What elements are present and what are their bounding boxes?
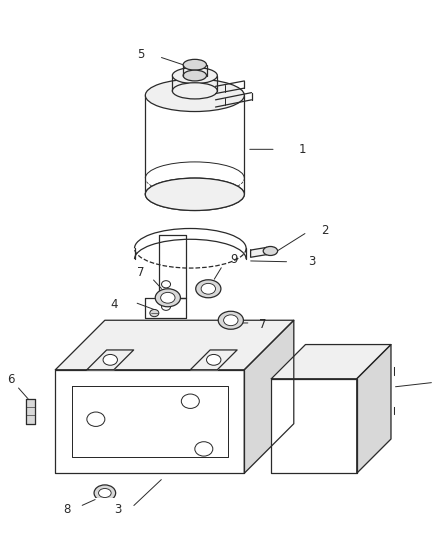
Polygon shape (55, 320, 294, 370)
Polygon shape (159, 235, 186, 298)
Polygon shape (394, 367, 412, 375)
Ellipse shape (145, 178, 244, 211)
Polygon shape (271, 379, 357, 473)
Polygon shape (191, 350, 237, 370)
Text: 1: 1 (299, 143, 307, 156)
Polygon shape (145, 95, 244, 195)
Text: 4: 4 (110, 298, 117, 311)
Polygon shape (251, 247, 267, 257)
Text: 9: 9 (230, 254, 237, 266)
Text: 3: 3 (308, 255, 315, 268)
Text: 6: 6 (7, 373, 14, 386)
Ellipse shape (145, 79, 244, 111)
Ellipse shape (263, 246, 278, 255)
Ellipse shape (218, 311, 244, 329)
Ellipse shape (155, 289, 180, 307)
Text: 3: 3 (115, 503, 122, 516)
Ellipse shape (207, 354, 221, 365)
Text: 8: 8 (64, 503, 71, 516)
Polygon shape (271, 344, 391, 379)
Polygon shape (55, 370, 244, 473)
Polygon shape (357, 344, 391, 473)
Ellipse shape (99, 489, 111, 497)
Ellipse shape (150, 310, 159, 317)
Polygon shape (145, 298, 186, 318)
Ellipse shape (183, 59, 207, 70)
Ellipse shape (161, 293, 175, 303)
Ellipse shape (145, 178, 244, 211)
Ellipse shape (172, 68, 217, 84)
Text: 7: 7 (137, 266, 145, 279)
Polygon shape (87, 350, 134, 370)
Ellipse shape (172, 83, 217, 99)
Polygon shape (394, 407, 412, 414)
Text: 7: 7 (258, 318, 266, 331)
Text: 5: 5 (137, 49, 145, 61)
Text: 1: 1 (437, 376, 438, 389)
Text: 2: 2 (321, 224, 329, 237)
Ellipse shape (94, 485, 116, 501)
Ellipse shape (224, 315, 238, 326)
Polygon shape (244, 320, 294, 473)
Ellipse shape (183, 70, 207, 81)
Ellipse shape (201, 284, 215, 294)
Ellipse shape (196, 280, 221, 298)
Ellipse shape (103, 354, 117, 365)
Polygon shape (26, 399, 35, 424)
